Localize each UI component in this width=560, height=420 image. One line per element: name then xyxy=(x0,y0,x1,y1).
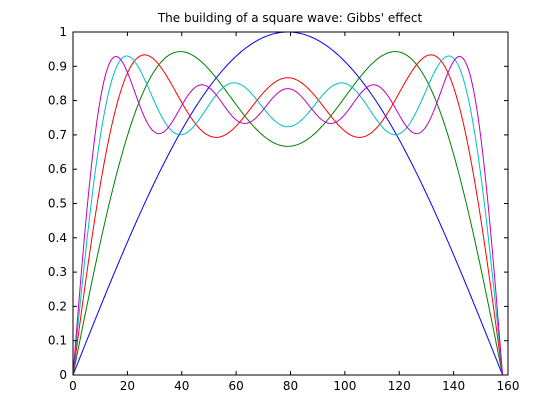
y-tick-label: 0.8 xyxy=(48,94,67,108)
x-tick-label: 40 xyxy=(174,379,189,393)
axes-layer: 0 20 40 60 80 100 120 140 160 0 0.1 0.2 0.3 0.4 0.5 0.6… xyxy=(48,25,520,393)
y-tick-label: 0.2 xyxy=(48,299,67,313)
y-tick-label: 0.1 xyxy=(48,334,67,348)
series-line-5 xyxy=(72,56,504,376)
plot-area xyxy=(73,32,508,375)
x-tick-label: 0 xyxy=(69,379,77,393)
series-line-2 xyxy=(72,51,504,376)
y-tick-label: 0.3 xyxy=(48,265,67,279)
series-line-4 xyxy=(72,55,504,376)
y-tick-label: 1 xyxy=(59,25,67,39)
x-tick-label: 80 xyxy=(283,379,298,393)
series-line-3 xyxy=(72,54,504,376)
y-tick-label: 0.9 xyxy=(48,59,67,73)
x-tick-label: 60 xyxy=(228,379,243,393)
y-tick-label: 0.6 xyxy=(48,162,67,176)
x-tick-label: 140 xyxy=(442,379,465,393)
x-tick-label: 100 xyxy=(333,379,356,393)
y-tick-label: 0 xyxy=(59,368,67,382)
x-tick-label: 20 xyxy=(120,379,135,393)
series-layer xyxy=(72,31,504,376)
x-tick-label: 120 xyxy=(388,379,411,393)
y-tick-label: 0.5 xyxy=(48,197,67,211)
y-tick-label: 0.4 xyxy=(48,231,67,245)
x-tick-label: 160 xyxy=(497,379,520,393)
chart-title: The building of a square wave: Gibbs' ef… xyxy=(157,11,423,25)
y-tick-label: 0.7 xyxy=(48,128,67,142)
